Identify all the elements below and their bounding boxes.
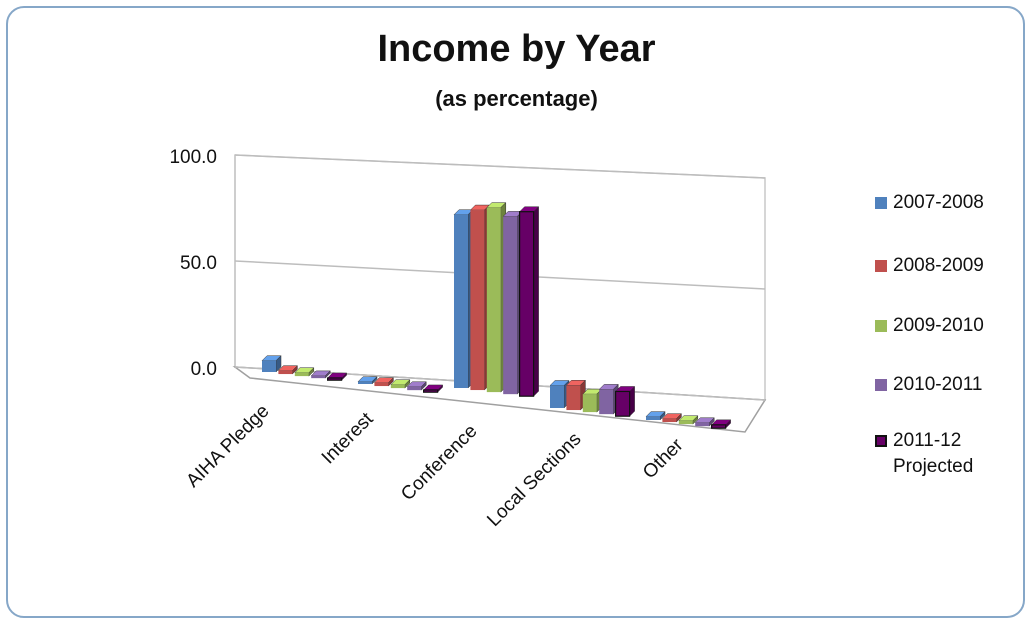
bar: [422, 384, 444, 393]
chart-subtitle: (as percentage): [435, 86, 598, 111]
bar-front: [407, 386, 422, 391]
chart-title: Income by Year: [377, 28, 656, 70]
bar-front: [358, 381, 372, 384]
x-tick-label: Other: [639, 434, 688, 483]
legend-label: 2011-12 Projected: [893, 430, 974, 477]
bar-front: [599, 389, 614, 415]
bar: [678, 415, 699, 425]
bar-front: [454, 214, 468, 388]
bar: [326, 372, 348, 381]
bar: [357, 376, 378, 385]
bar-front: [470, 210, 485, 391]
legend-swatch: [875, 197, 887, 209]
x-axis-ticks: AIHA Pledge Interest Conference Local Secti…: [182, 401, 688, 531]
bar-front: [294, 372, 309, 377]
legend-swatch: [875, 260, 887, 272]
bar: [261, 355, 282, 373]
bar: [661, 413, 683, 423]
y-tick-label: 50.0: [180, 253, 217, 274]
legend-item: 2010-2011: [875, 372, 1033, 398]
gridline: [234, 154, 766, 179]
bar-front: [678, 420, 693, 425]
bar-front: [327, 377, 343, 381]
legend-label: 2010-2011: [893, 374, 983, 395]
bar: [710, 419, 732, 429]
bar: [310, 370, 331, 379]
bar-front: [550, 385, 564, 408]
legend-item: 2009-2010: [875, 313, 1033, 339]
bar-front: [710, 424, 727, 429]
bar-front: [695, 422, 710, 427]
bar-front: [614, 390, 631, 417]
bar-front: [566, 385, 581, 411]
bar: [453, 209, 474, 389]
x-tick-label: Local Sections: [483, 429, 585, 531]
x-tick-label: Conference: [397, 421, 481, 505]
legend-item: 2008-2009: [875, 253, 1033, 279]
bar-side: [533, 206, 539, 397]
bar: [614, 385, 636, 417]
bar-front: [582, 394, 597, 413]
bar-front: [646, 416, 660, 420]
legend-swatch: [875, 435, 887, 447]
x-tick-label: Interest: [318, 408, 378, 468]
bar: [645, 411, 666, 421]
y-tick-label: 0.0: [191, 359, 217, 380]
bar: [486, 201, 507, 393]
bar-front: [374, 382, 389, 387]
legend-swatch: [875, 379, 887, 391]
bar-front: [390, 384, 405, 389]
legend-label: 2007-2008: [893, 192, 984, 213]
legend-label: 2009-2010: [893, 315, 984, 336]
bar: [406, 381, 427, 391]
bar-front: [262, 360, 276, 372]
bar: [582, 388, 603, 413]
bar: [294, 367, 315, 377]
bar: [518, 206, 540, 397]
bar-front: [278, 370, 293, 375]
legend-item: 2007-2008: [875, 190, 1033, 216]
bar-front: [518, 211, 535, 397]
bar: [694, 417, 715, 427]
bar-side: [629, 385, 635, 417]
bar-front: [662, 418, 677, 423]
bar-front: [486, 207, 501, 393]
bar-front: [423, 389, 439, 393]
bar: [277, 365, 299, 375]
y-axis-ticks: 0.0 50.0 100.0: [169, 147, 217, 380]
bar: [390, 379, 411, 389]
bars: [261, 201, 732, 429]
legend-label: 2008-2009: [893, 255, 984, 276]
bar: [565, 379, 587, 411]
bar-front: [311, 375, 326, 379]
legend-swatch: [875, 320, 887, 332]
legend-item: 2011-12 Projected: [875, 428, 1033, 480]
y-tick-label: 100.0: [169, 147, 217, 168]
x-tick-label: AIHA Pledge: [182, 401, 273, 492]
bar: [373, 377, 395, 387]
bar: [469, 204, 491, 391]
bar: [549, 379, 570, 409]
bar-front: [503, 216, 518, 395]
